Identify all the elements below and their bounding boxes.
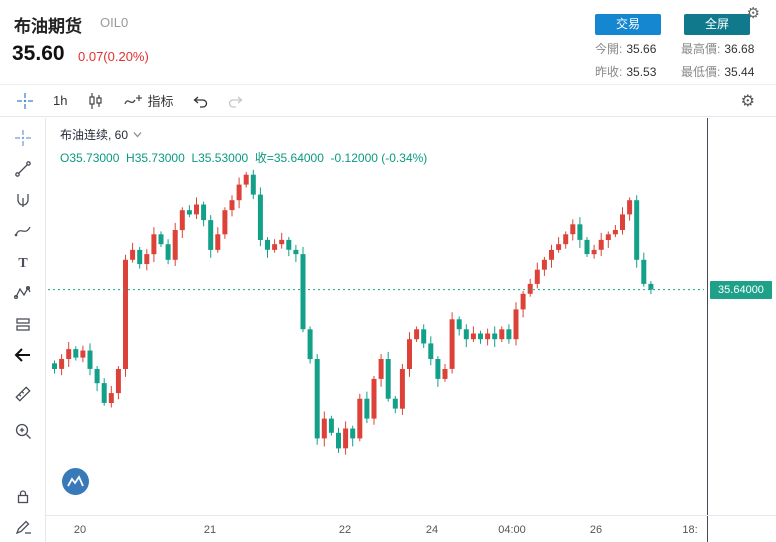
stat-prev-close-label: 昨收: bbox=[595, 65, 623, 79]
candlestick-style-icon bbox=[89, 92, 103, 109]
stat-high-label: 最高價: bbox=[681, 42, 721, 56]
stat-low-label: 最低價: bbox=[681, 65, 721, 79]
interval-button[interactable]: 1h bbox=[53, 93, 68, 108]
provider-logo[interactable] bbox=[62, 468, 89, 495]
last-price-axis-tag: 35.64000 bbox=[710, 281, 772, 299]
tool-zoom-in[interactable] bbox=[7, 415, 39, 446]
legend-ohlc-values: O35.73000 H35.73000 L35.53000 收=35.64000… bbox=[60, 151, 428, 165]
crosshair-icon bbox=[17, 92, 33, 109]
chart-settings-button[interactable]: ⚙ bbox=[732, 88, 764, 114]
undo-icon bbox=[193, 96, 208, 108]
stat-prev-close-value: 35.53 bbox=[626, 65, 657, 79]
ruler-icon bbox=[14, 385, 31, 402]
redo-icon bbox=[229, 96, 243, 108]
undo-button[interactable] bbox=[182, 88, 218, 114]
instrument-symbol: OIL0 bbox=[100, 15, 129, 30]
tool-measure[interactable] bbox=[7, 378, 39, 409]
time-axis-label: 21 bbox=[203, 524, 217, 536]
chart-area: 布油连续, 60 O35.73000 H35.73000 L35.53000 收… bbox=[46, 118, 776, 515]
time-axis-label: 24 bbox=[425, 524, 439, 536]
tool-drawing-eraser[interactable] bbox=[7, 511, 39, 542]
time-axis[interactable]: 20 21 22 24 04:00 26 18: bbox=[46, 515, 776, 542]
pitchfork-icon bbox=[16, 193, 29, 207]
candlestick-chart[interactable] bbox=[46, 118, 706, 515]
position-tool-icon bbox=[15, 317, 30, 331]
drawing-toolbar: T bbox=[0, 118, 46, 542]
tool-pattern[interactable] bbox=[7, 277, 39, 308]
time-axis-label: 22 bbox=[338, 524, 352, 536]
text-tool-icon: T bbox=[18, 256, 28, 271]
crosshair-icon bbox=[14, 129, 31, 146]
stat-high-value: 36.68 bbox=[724, 42, 755, 56]
tool-brush[interactable] bbox=[7, 215, 39, 246]
pencil-lock-icon bbox=[15, 520, 31, 534]
redo-button[interactable] bbox=[218, 88, 254, 114]
tool-trend-line[interactable] bbox=[7, 153, 39, 184]
axis-settings-button[interactable]: ⚙ bbox=[747, 4, 760, 22]
lock-icon bbox=[17, 489, 28, 503]
tool-position[interactable] bbox=[7, 308, 39, 339]
tool-crosshair[interactable] bbox=[7, 122, 39, 153]
trade-button[interactable]: 交易 bbox=[595, 14, 661, 35]
stat-open-value: 35.66 bbox=[626, 42, 657, 56]
arrow-left-icon bbox=[14, 347, 30, 362]
indicators-button[interactable]: 指标 bbox=[114, 88, 182, 114]
indicator-wave-plus-icon bbox=[124, 94, 143, 104]
instrument-title: 布油期货 bbox=[14, 17, 82, 36]
mountain-chart-icon bbox=[67, 475, 84, 487]
tool-text[interactable]: T bbox=[7, 246, 39, 277]
stat-low-value: 35.44 bbox=[724, 65, 755, 79]
last-price: 35.60 bbox=[12, 42, 65, 65]
fullscreen-button[interactable]: 全屏 bbox=[684, 14, 750, 35]
time-axis-label: 20 bbox=[73, 524, 87, 536]
time-axis-label: 18: bbox=[682, 524, 698, 536]
chevron-down-icon bbox=[133, 132, 142, 138]
stat-high: 最高價: 36.68 bbox=[681, 40, 754, 57]
brush-icon bbox=[14, 226, 31, 236]
price-axis-border bbox=[707, 118, 708, 542]
gear-icon: ⚙ bbox=[740, 92, 755, 110]
tool-lock-drawings[interactable] bbox=[7, 480, 39, 511]
stat-low: 最低價: 35.44 bbox=[681, 63, 754, 80]
stat-open-label: 今開: bbox=[595, 42, 623, 56]
chart-toolbar: 1h 指标 bbox=[0, 84, 776, 117]
tool-pitchfork[interactable] bbox=[7, 184, 39, 215]
stat-open: 今開: 35.66 bbox=[595, 40, 656, 57]
chart-legend: 布油连续, 60 O35.73000 H35.73000 L35.53000 收… bbox=[60, 126, 427, 166]
price-change: 0.07(0.20%) bbox=[78, 49, 149, 64]
svg-text:T: T bbox=[18, 256, 28, 271]
legend-series-name: 布油连续, 60 bbox=[60, 128, 129, 142]
xabcd-pattern-icon bbox=[13, 285, 31, 299]
stat-prev-close: 昨收: 35.53 bbox=[595, 63, 656, 80]
trend-line-icon bbox=[14, 160, 31, 177]
time-axis-label: 04:00 bbox=[498, 524, 526, 536]
indicators-label: 指标 bbox=[147, 94, 174, 109]
tool-arrow-back[interactable] bbox=[7, 339, 39, 370]
legend-series-row[interactable]: 布油连续, 60 bbox=[60, 126, 427, 143]
zoom-in-icon bbox=[15, 423, 31, 439]
time-axis-label: 26 bbox=[589, 524, 603, 536]
crosshair-mode-button[interactable] bbox=[6, 88, 44, 114]
gear-icon: ⚙ bbox=[746, 5, 760, 22]
chart-style-button[interactable] bbox=[76, 88, 114, 114]
